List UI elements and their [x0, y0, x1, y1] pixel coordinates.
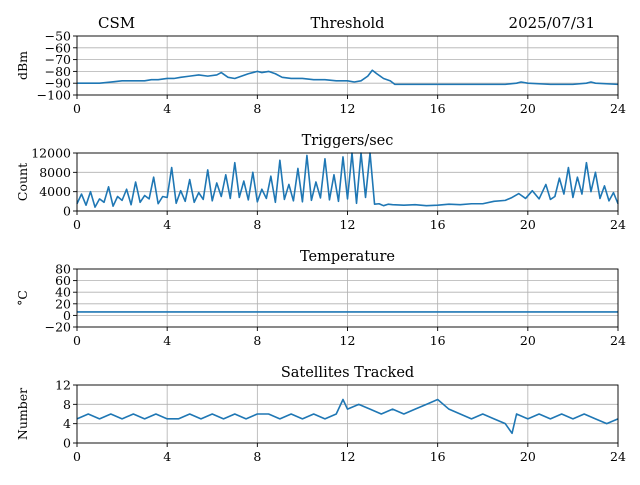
panel4-xtick-label-4: 16 — [430, 449, 446, 464]
panel1-xtick-label-0: 0 — [73, 101, 81, 116]
panel2-title: Triggers/sec — [302, 133, 394, 149]
panel2-ytick-label-1: 4000 — [39, 184, 71, 199]
panel2-ytick-label-0: 0 — [63, 204, 71, 219]
panel3-xtick-label-4: 16 — [430, 333, 446, 348]
panel4-ytick-label-0: 0 — [63, 436, 71, 451]
panel2-xtick-label-6: 24 — [610, 217, 626, 232]
panel4-xtick-label-3: 12 — [340, 449, 356, 464]
panel1-xtick-label-3: 12 — [340, 101, 356, 116]
panel3-xtick-label-0: 0 — [73, 333, 81, 348]
panel1-xtick-label-4: 16 — [430, 101, 446, 116]
panel3-title: Temperature — [300, 249, 395, 265]
header-left-label: CSM — [98, 14, 135, 32]
panel2-ytick-label-3: 12000 — [31, 146, 71, 161]
panel2-ytick-label-2: 8000 — [39, 165, 71, 180]
panel3-ytick-label-2: 20 — [55, 296, 71, 311]
panel1-xtick-label-6: 24 — [610, 101, 626, 116]
panel4-series-line-0 — [76, 398, 619, 435]
panel3-xtick-label-1: 4 — [163, 333, 171, 348]
panel1-ytick-label-0: −100 — [37, 88, 71, 103]
panel2-xtick-label-3: 12 — [340, 217, 356, 232]
panel2-series-line-0 — [76, 152, 619, 208]
panel4-xtick-label-6: 24 — [610, 449, 626, 464]
panel1-title: Threshold — [311, 16, 385, 32]
panel2-xtick-label-4: 16 — [430, 217, 446, 232]
panel4-xtick-label-1: 4 — [163, 449, 171, 464]
panel4-ytick-label-3: 12 — [55, 378, 71, 393]
panel4-xtick-label-2: 8 — [253, 449, 261, 464]
panel3-xtick-label-6: 24 — [610, 333, 626, 348]
panel2-xtick-label-5: 20 — [520, 217, 536, 232]
panel4-ylabel: Number — [15, 388, 30, 440]
panel4-ytick-label-1: 4 — [63, 416, 71, 431]
panel1-ytick-label-3: −70 — [45, 52, 71, 67]
header-date-label: 2025/07/31 — [509, 14, 595, 32]
panel3-xtick-label-3: 12 — [340, 333, 356, 348]
panel2-xtick-label-2: 8 — [253, 217, 261, 232]
panel2-xtick-label-0: 0 — [73, 217, 81, 232]
panel1-ytick-label-1: −90 — [45, 76, 71, 91]
panel1-ylabel: dBm — [15, 51, 30, 80]
panel4-title: Satellites Tracked — [281, 365, 414, 381]
panel1-xtick-label-5: 20 — [520, 101, 536, 116]
panel3-xtick-label-2: 8 — [253, 333, 261, 348]
panel2-ylabel: Count — [15, 163, 30, 201]
panel1-ytick-label-2: −80 — [45, 64, 71, 79]
panel3-ylabel: °C — [15, 290, 30, 306]
panel4-xtick-label-0: 0 — [73, 449, 81, 464]
panel1-xtick-label-1: 4 — [163, 101, 171, 116]
panel3-ytick-label-5: 80 — [55, 262, 71, 277]
panel3-ytick-label-3: 40 — [55, 285, 71, 300]
panel3-ytick-label-4: 60 — [55, 273, 71, 288]
panel1-ytick-label-5: −50 — [45, 29, 71, 44]
panel1-ytick-label-4: −60 — [45, 40, 71, 55]
panel3-ytick-label-0: −20 — [45, 320, 71, 335]
panel1-series-line-0 — [77, 69, 619, 86]
panel4-xtick-label-5: 20 — [520, 449, 536, 464]
panel4-ytick-label-2: 8 — [63, 397, 71, 412]
panel3-ytick-label-1: 0 — [63, 308, 71, 323]
panel2-xtick-label-1: 4 — [163, 217, 171, 232]
panel3-xtick-label-5: 20 — [520, 333, 536, 348]
panel1-xtick-label-2: 8 — [253, 101, 261, 116]
